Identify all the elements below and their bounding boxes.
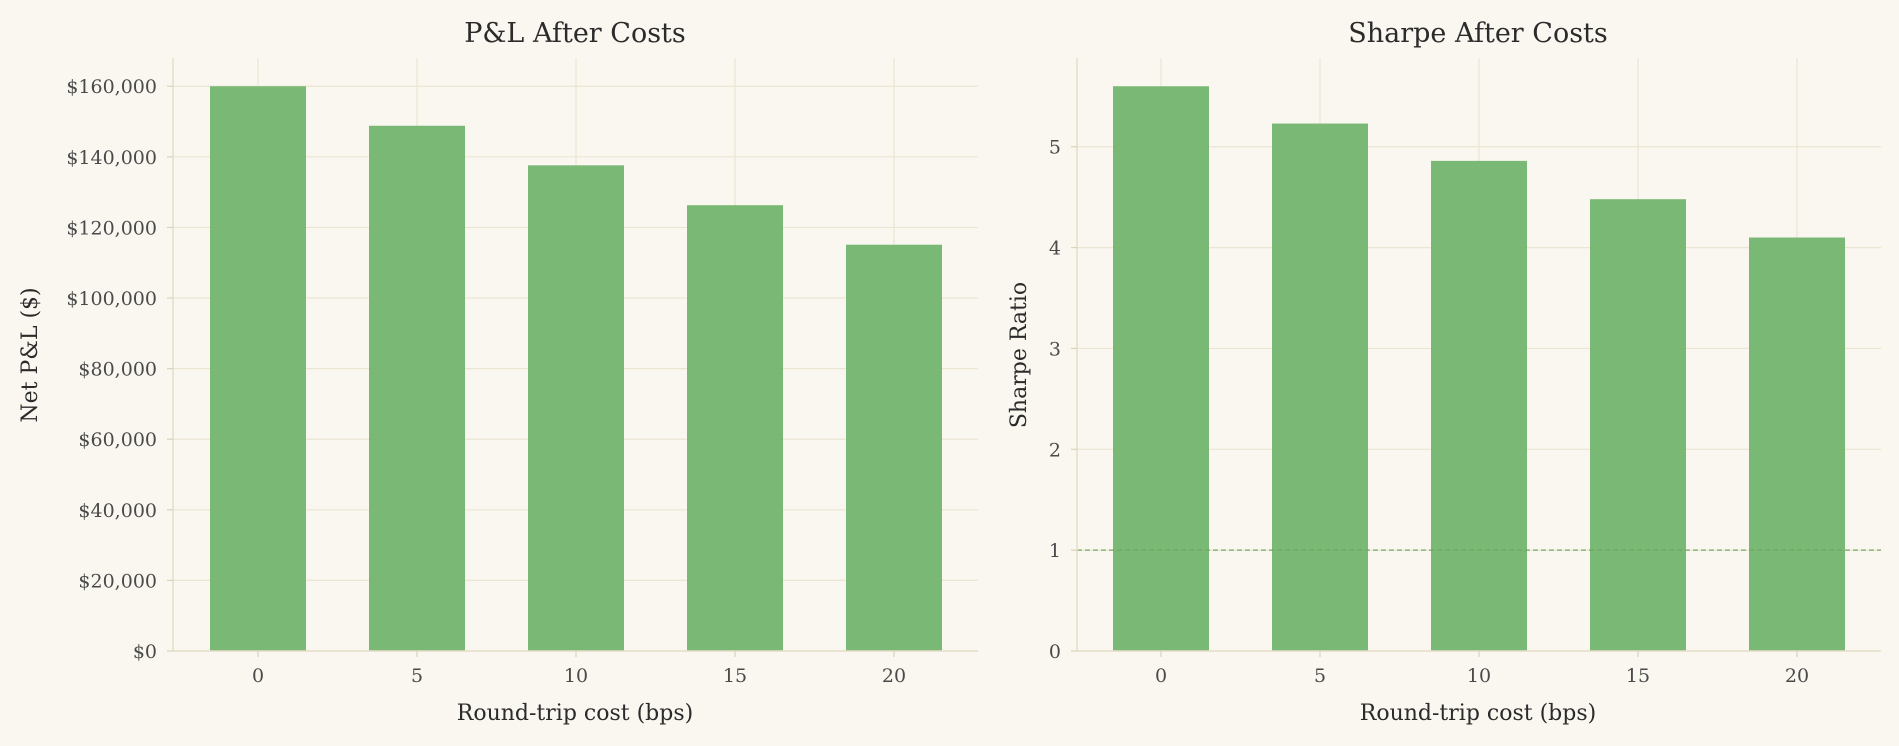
pnl-ytick-label: $80,000 [78,359,157,381]
sharpe-ytick-label: 0 [1049,641,1061,663]
sharpe-ytick-label: 4 [1049,238,1061,260]
sharpe-bar [1113,86,1209,651]
pnl-chart-title: P&L After Costs [464,18,686,49]
pnl-ytick-label: $0 [133,641,157,663]
sharpe-xtick-label: 10 [1467,665,1491,687]
sharpe-xtick-label: 0 [1155,665,1167,687]
pnl-bar [528,165,624,652]
pnl-xtick-label: 20 [882,665,906,687]
pnl-ytick-label: $160,000 [66,76,157,98]
pnl-chart: P&L After Costs $0$20,000$40,000$60,000$… [18,18,978,726]
sharpe-chart: Sharpe After Costs 0 1 2 3 4 5 0 5 10 15 20 Round-… [1007,18,1881,726]
pnl-ytick-label: $100,000 [66,288,157,310]
sharpe-ytick-label: 3 [1049,338,1061,360]
sharpe-chart-title: Sharpe After Costs [1348,18,1608,49]
pnl-ytick-label: $140,000 [66,147,157,169]
pnl-bar [687,205,783,651]
pnl-chart-bars [210,86,942,652]
pnl-xtick-label: 10 [564,665,588,687]
pnl-chart-ylabel: Net P&L ($) [18,287,43,422]
sharpe-ytick-label: 5 [1049,137,1061,159]
sharpe-bar [1590,199,1686,651]
sharpe-chart-ticks: 0 1 2 3 4 5 0 5 10 15 20 [1049,137,1809,687]
pnl-bar [846,244,942,651]
sharpe-chart-bars [1113,86,1845,651]
pnl-ytick-label: $60,000 [78,429,157,451]
pnl-bar [210,86,306,651]
pnl-bar [369,125,465,652]
sharpe-xtick-label: 5 [1314,665,1326,687]
sharpe-xtick-label: 15 [1626,665,1650,687]
pnl-ytick-label: $20,000 [78,570,157,592]
pnl-xtick-label: 5 [411,665,423,687]
pnl-ytick-label: $120,000 [66,217,157,239]
sharpe-chart-ylabel: Sharpe Ratio [1007,282,1032,428]
sharpe-bar [1749,237,1845,651]
pnl-xtick-label: 0 [252,665,264,687]
pnl-chart-ticks: $0 $20,000 $40,000 $60,000 $80,000 $100,000 $1… [66,76,906,687]
sharpe-bar [1272,123,1368,651]
pnl-chart-xlabel: Round-trip cost (bps) [457,701,693,726]
sharpe-ytick-label: 1 [1049,540,1061,562]
sharpe-xtick-label: 20 [1785,665,1809,687]
sharpe-bar [1431,160,1527,651]
pnl-ytick-label: $40,000 [78,500,157,522]
pnl-xtick-label: 15 [723,665,747,687]
sharpe-chart-xlabel: Round-trip cost (bps) [1360,701,1596,726]
sharpe-ytick-label: 2 [1049,439,1061,461]
